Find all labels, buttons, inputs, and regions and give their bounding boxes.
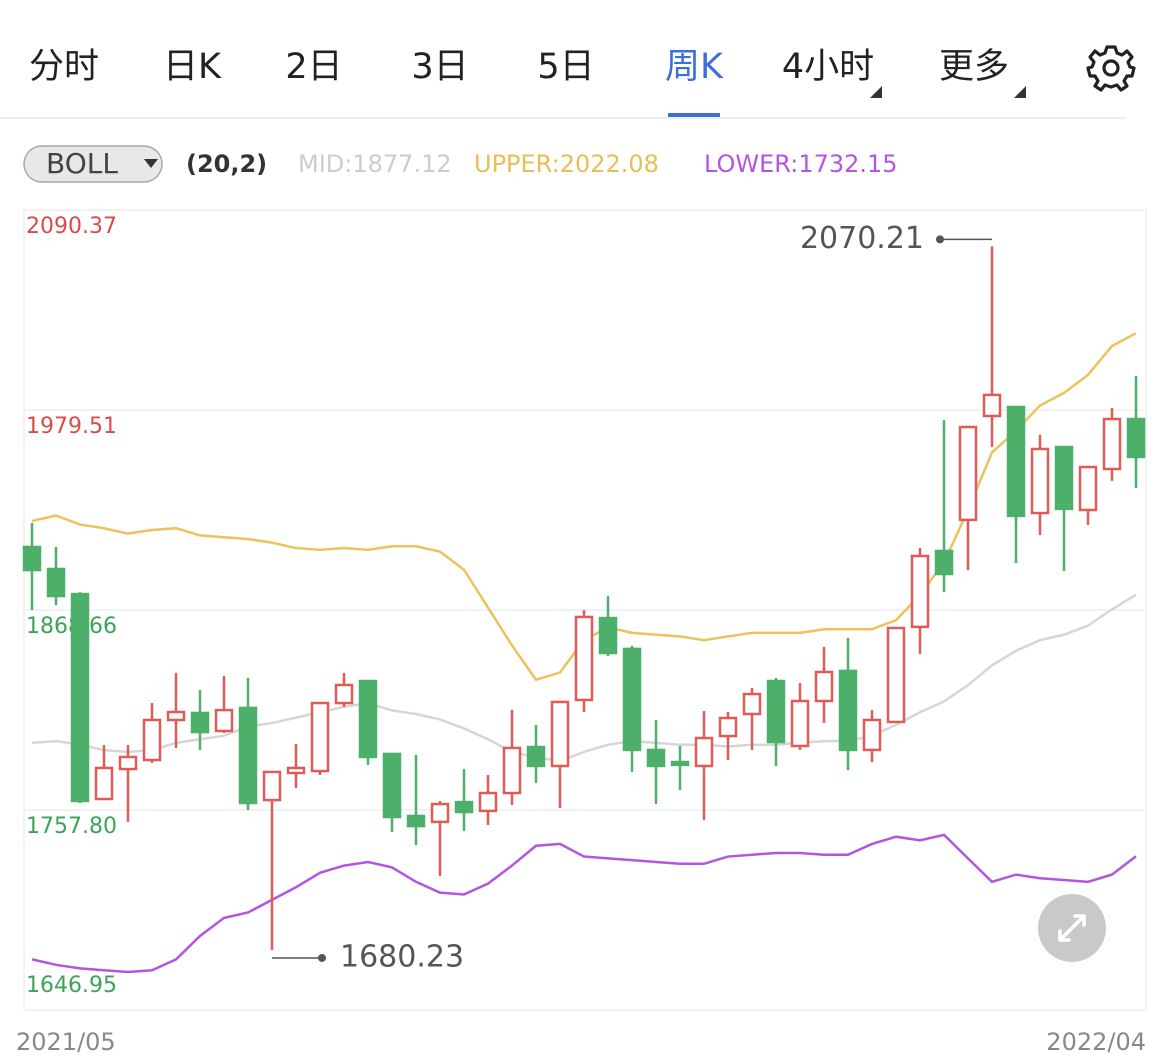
legend-label: MID:	[298, 150, 352, 178]
candle-body	[1126, 417, 1146, 459]
indicator-selector[interactable]	[23, 145, 163, 183]
candle-body	[310, 701, 330, 773]
boll-line	[31, 833, 1137, 974]
candle-body	[286, 766, 306, 775]
candle-body	[670, 760, 690, 767]
tab[interactable]: 更多	[939, 47, 1009, 87]
candle-body	[334, 683, 354, 705]
candle-body	[454, 800, 474, 814]
tab[interactable]: 周K	[665, 47, 724, 87]
candle-body	[526, 745, 546, 768]
tab[interactable]: 分时	[29, 47, 99, 87]
candle-body	[766, 679, 786, 744]
active-tab-underline	[668, 113, 720, 117]
candle-body	[430, 802, 450, 824]
candle-body	[862, 718, 882, 752]
candle-body	[574, 615, 594, 702]
candle-body	[718, 716, 738, 738]
candle-body	[358, 679, 378, 759]
y-tick-label: 2090.37	[26, 214, 117, 239]
settings-icon[interactable]	[1086, 45, 1136, 92]
candle-body	[622, 647, 642, 752]
candle-body	[118, 755, 138, 771]
legend-label: LOWER:	[704, 150, 798, 178]
indicator-name: BOLL	[46, 147, 118, 180]
tab[interactable]: 5日	[537, 47, 594, 87]
legend: MID:1877.12 UPPER:2022.08 LOWER:1732.15	[298, 150, 898, 178]
legend-value: 1732.15	[798, 150, 897, 178]
candle-body	[502, 746, 522, 795]
tab[interactable]: 4小时	[782, 47, 874, 87]
tab-menu-marker	[1014, 86, 1026, 98]
x-axis-label: 2021/05	[16, 1028, 116, 1056]
candle-body	[742, 692, 762, 716]
candle-body	[646, 748, 666, 768]
tab-bar: 分时 日K 2日 3日 5日 周K 4小时 更多	[29, 47, 1009, 117]
candle-body	[814, 670, 834, 703]
candle-body	[142, 718, 162, 762]
candle-body	[46, 567, 66, 598]
candle-body	[910, 554, 930, 629]
candle-body	[550, 700, 570, 768]
tab[interactable]: 日K	[163, 47, 222, 87]
candle-body	[1006, 405, 1026, 518]
min-annotation: 1680.23	[340, 939, 464, 974]
legend-entry: UPPER:2022.08	[474, 150, 659, 178]
candle-body	[214, 708, 234, 733]
dropdown-arrow	[144, 159, 158, 168]
candle-body	[70, 592, 90, 803]
candle-body	[1078, 465, 1098, 512]
candle-body	[958, 425, 978, 522]
candle-body	[886, 626, 906, 724]
annotation-dot	[936, 235, 944, 244]
candle-body	[838, 669, 858, 752]
plot: 2090.371979.511868.661757.801646.952070.…	[22, 209, 1146, 1011]
candle-body	[406, 814, 426, 828]
y-tick-label: 1646.95	[26, 973, 117, 998]
indicator-params: (20,2)	[186, 150, 267, 178]
annotation-dot	[318, 953, 326, 962]
legend-entry: MID:1877.12	[298, 150, 452, 178]
candle-body	[1030, 447, 1050, 515]
candle-body	[22, 545, 42, 572]
candle-body	[1102, 417, 1122, 471]
tab[interactable]: 2日	[285, 47, 342, 87]
boll-line	[31, 593, 1137, 763]
candle-body	[190, 711, 210, 734]
candle-body	[790, 699, 810, 748]
candle-body	[982, 393, 1002, 418]
candle-body	[694, 736, 714, 768]
candle-body	[262, 770, 282, 802]
candle-body	[598, 616, 618, 655]
candle-body	[238, 706, 258, 805]
tab-menu-marker	[870, 86, 882, 98]
candle-body	[478, 791, 498, 813]
candle-body	[1054, 445, 1074, 511]
expand-button[interactable]	[1038, 894, 1106, 962]
candle-body	[382, 752, 402, 819]
y-tick-label: 1757.80	[26, 814, 117, 839]
legend-value: 1877.12	[352, 150, 451, 178]
tab[interactable]: 3日	[411, 47, 468, 87]
candle-body	[934, 549, 954, 576]
legend-entry: LOWER:1732.15	[704, 150, 898, 178]
legend-value: 2022.08	[560, 150, 659, 178]
legend-label: UPPER:	[474, 150, 560, 178]
candle-body	[166, 710, 186, 722]
candle-body	[94, 766, 114, 801]
max-annotation: 2070.21	[800, 221, 924, 256]
y-tick-label: 1979.51	[26, 414, 117, 439]
x-axis-label: 2022/04	[1046, 1028, 1146, 1056]
